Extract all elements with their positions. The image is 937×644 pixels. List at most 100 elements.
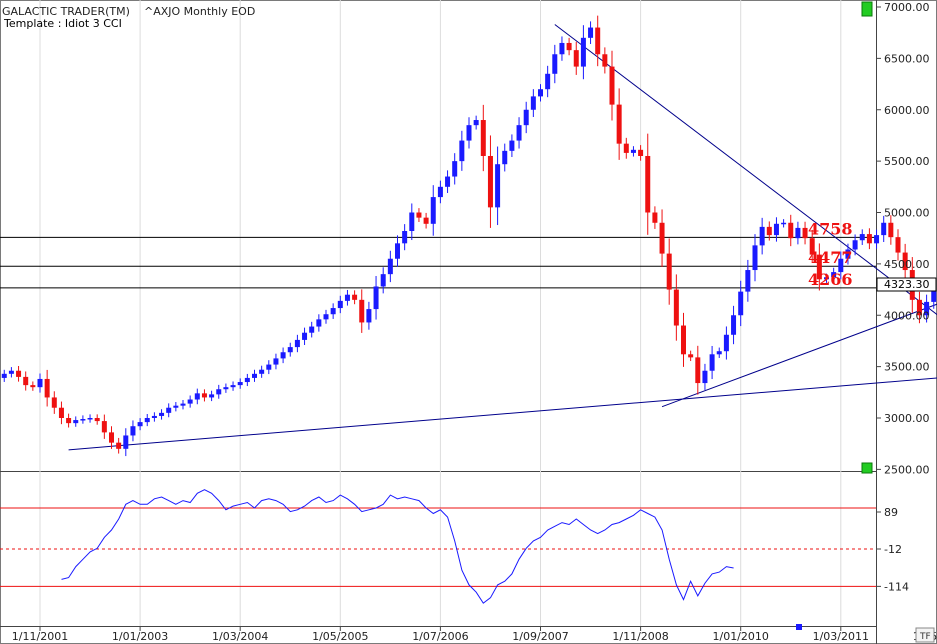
- y-tick-label: 4000.00: [884, 309, 930, 322]
- candle-body: [852, 240, 858, 250]
- candle-body: [23, 376, 29, 386]
- candle-body: [244, 377, 250, 383]
- x-tick-label: 1/01/2010: [712, 630, 768, 643]
- candle-body: [316, 319, 322, 327]
- candle-body: [151, 415, 157, 418]
- y-tick-label: 7000.00: [884, 1, 930, 14]
- y-tick-label: 3000.00: [884, 412, 930, 425]
- candle-body: [588, 27, 594, 38]
- last-price-box: [876, 277, 937, 292]
- candle-body: [580, 37, 586, 67]
- timeframe-button[interactable]: [915, 627, 935, 643]
- candle-body: [509, 140, 515, 151]
- level-label: 4477: [808, 248, 853, 267]
- level-labels: 4758 4477 4266: [808, 219, 853, 289]
- candle-body: [788, 222, 794, 239]
- candle-body: [73, 420, 79, 424]
- candle-body: [831, 272, 837, 278]
- candle-body: [530, 96, 536, 110]
- candle-body: [688, 354, 694, 358]
- level-label: 4266: [808, 270, 853, 289]
- candle-body: [838, 258, 844, 273]
- candle-body: [166, 407, 172, 413]
- candle-body: [87, 418, 93, 420]
- candle-body: [94, 418, 100, 422]
- candle-body: [173, 405, 179, 408]
- candle-body: [859, 234, 865, 241]
- y-tick-label: 6500.00: [884, 52, 930, 65]
- candle-body: [8, 370, 14, 374]
- candle-body: [487, 155, 493, 208]
- candle-body: [766, 226, 772, 236]
- candle-body: [638, 149, 644, 156]
- top-scroll-handle[interactable]: [861, 1, 873, 17]
- candle-body: [130, 426, 136, 436]
- candle-body: [845, 249, 851, 259]
- candle-body: [273, 358, 279, 365]
- candle-body: [302, 332, 308, 340]
- candle-body: [123, 435, 129, 449]
- time-scroll-handle[interactable]: [796, 624, 802, 630]
- panel-resize-handle[interactable]: [861, 462, 873, 474]
- candle-body: [16, 370, 22, 377]
- candle-body: [702, 370, 708, 384]
- candle-body: [423, 217, 429, 224]
- candle-body: [209, 394, 215, 398]
- candle-body: [344, 294, 350, 301]
- y-tick-label: 3500.00: [884, 361, 930, 374]
- x-tick-label: 1/01/2003: [112, 630, 168, 643]
- candle-body: [695, 357, 701, 384]
- candlestick-series: [1, 15, 937, 457]
- candle-body: [874, 235, 880, 244]
- candle-body: [480, 120, 486, 156]
- candle-body: [416, 212, 422, 218]
- trendline: [68, 377, 937, 451]
- candle-body: [645, 155, 651, 213]
- candle-body: [137, 422, 143, 427]
- candle-body: [51, 397, 57, 408]
- candle-body: [738, 291, 744, 316]
- template-title: Template : Idiot 3 CCI: [4, 17, 122, 30]
- candle-body: [80, 419, 86, 421]
- candle-body: [709, 354, 715, 371]
- candle-body: [387, 258, 393, 275]
- cci-line: [61, 489, 734, 604]
- candle-body: [773, 223, 779, 236]
- candle-body: [323, 314, 329, 320]
- candle-body: [144, 418, 150, 423]
- cci-tick-label: -12: [884, 543, 902, 556]
- candle-body: [795, 227, 801, 239]
- cci-tick-label: -114: [884, 580, 909, 593]
- x-tick-label: 1/05/2005: [312, 630, 368, 643]
- candle-body: [616, 104, 622, 144]
- candle-body: [409, 212, 415, 231]
- x-tick-label: 1/07/2006: [412, 630, 468, 643]
- candle-body: [216, 389, 222, 395]
- candle-body: [330, 308, 336, 315]
- last-price-label: 4323.30: [884, 278, 930, 291]
- candle-body: [266, 364, 272, 370]
- candle-body: [287, 347, 293, 353]
- vertical-gridlines: [39, 0, 842, 626]
- timeframe-label: TF: [919, 632, 931, 642]
- candle-body: [37, 378, 43, 388]
- candle-body: [1, 373, 7, 378]
- candle-body: [573, 50, 579, 67]
- candle-body: [516, 125, 522, 141]
- candle-body: [888, 222, 894, 238]
- candle-body: [201, 393, 207, 398]
- symbol-title: ^AXJO Monthly EOD: [144, 5, 256, 18]
- candle-body: [895, 237, 901, 253]
- candle-body: [430, 197, 436, 224]
- candle-body: [566, 42, 572, 51]
- candle-body: [924, 301, 930, 316]
- candle-body: [595, 27, 601, 55]
- price-levels: [0, 236, 876, 289]
- candle-body: [673, 289, 679, 326]
- level-label: 4758: [808, 219, 853, 238]
- candle-body: [280, 352, 286, 359]
- candle-body: [866, 234, 872, 244]
- candle-body: [259, 369, 265, 374]
- trendline: [661, 303, 937, 408]
- candle-body: [723, 334, 729, 352]
